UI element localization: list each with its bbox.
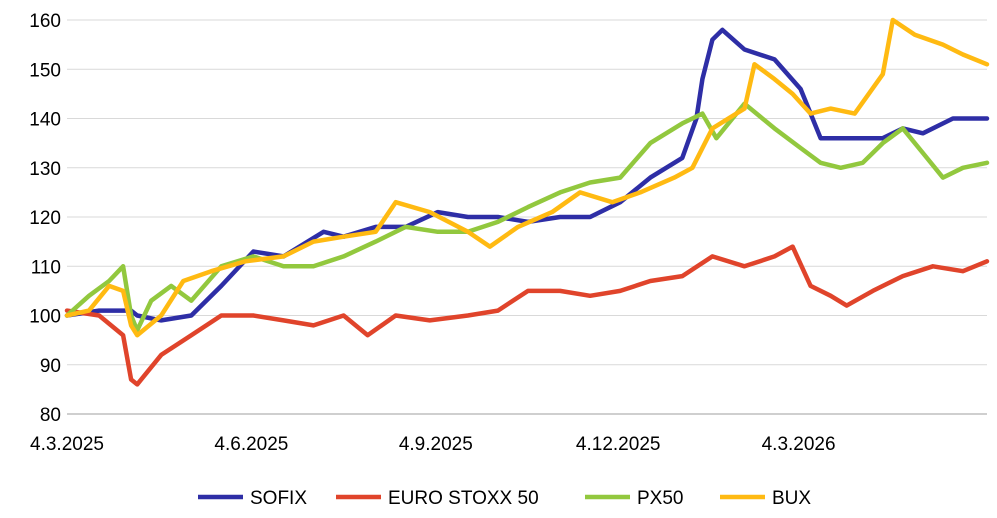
- grid-lines: [67, 19, 987, 366]
- x-tick-label: 4.6.2025: [214, 434, 288, 455]
- legend: SOFIX EURO STOXX 50 PX50 BUX: [198, 488, 811, 509]
- y-tick-label: 140: [29, 110, 61, 131]
- legend-label: BUX: [772, 488, 811, 509]
- x-tick-label: 4.3.2026: [762, 434, 836, 455]
- series-lines: [64, 17, 990, 387]
- series-line: [64, 101, 990, 333]
- y-tick-label: 150: [29, 60, 61, 81]
- series-line: [64, 27, 990, 323]
- legend-label: PX50: [637, 488, 683, 509]
- x-tick-label: 4.9.2025: [399, 434, 473, 455]
- x-tick-label: 4.12.2025: [576, 434, 661, 455]
- y-tick-label: 80: [40, 405, 61, 426]
- series-line: [64, 244, 990, 387]
- y-tick-label: 130: [29, 159, 61, 180]
- y-tick-label: 160: [29, 11, 61, 32]
- y-axis-labels: 80 90 100 110 120 130 140 150 160: [29, 11, 61, 426]
- y-tick-label: 120: [29, 208, 61, 229]
- x-tick-label: 4.3.2025: [30, 434, 104, 455]
- legend-label: EURO STOXX 50: [388, 488, 539, 509]
- y-tick-label: 110: [31, 257, 61, 278]
- series-line: [64, 17, 990, 338]
- legend-label: SOFIX: [250, 488, 307, 509]
- y-tick-label: 100: [29, 307, 61, 328]
- y-tick-label: 90: [40, 356, 61, 377]
- x-axis-labels: 4.3.2025 4.6.2025 4.9.2025 4.12.2025 4.3.202…: [30, 434, 836, 455]
